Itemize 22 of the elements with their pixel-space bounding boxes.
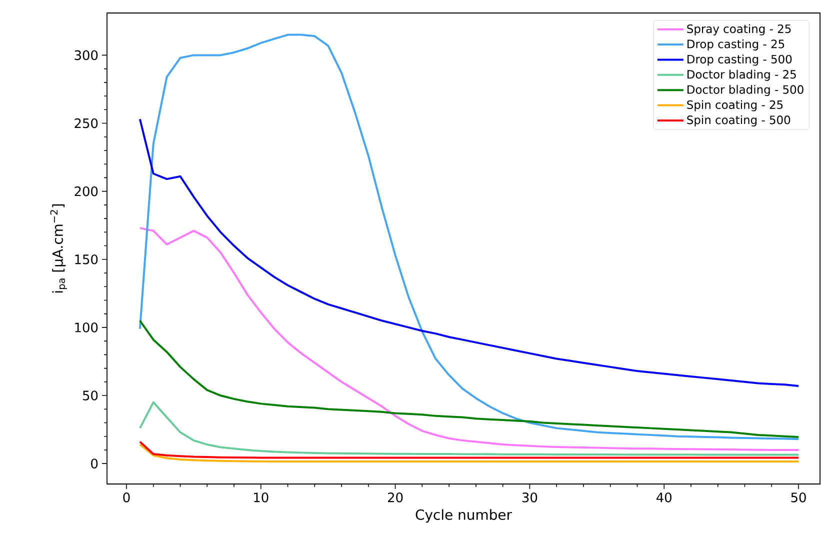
x-tick-label: 20 [388,492,403,502]
y-tick-label: 0 [91,458,98,468]
legend-label: Doctor blading - 500 [688,84,804,96]
legend-label: Drop casting - 25 [688,39,784,51]
legend-label: Spin coating - 25 [687,100,783,112]
legend-label: Doctor blading - 25 [688,70,796,81]
x-tick-label: 40 [656,492,672,502]
y-tick-label: 100 [75,322,98,332]
x-tick-label: 0 [123,492,130,502]
legend-label: Spin coating - 500 [687,115,790,126]
legend-label: Spray coating - 25 [687,24,791,36]
y-axis-title: i$_{pa}$ [µA.cm$^{−2}$] [50,204,67,292]
y-tick-label: 300 [74,50,98,60]
y-tick-label: 200 [74,186,98,196]
y-tick-label: 50 [83,390,98,400]
x-axis-title: Cycle number [416,509,512,523]
x-tick-label: 30 [522,492,538,502]
x-tick-label: 10 [254,492,268,502]
y-tick-label: 150 [75,254,98,264]
legend-label: Drop casting - 500 [688,54,792,66]
y-tick-label: 250 [74,118,98,128]
x-tick-label: 50 [791,492,806,502]
